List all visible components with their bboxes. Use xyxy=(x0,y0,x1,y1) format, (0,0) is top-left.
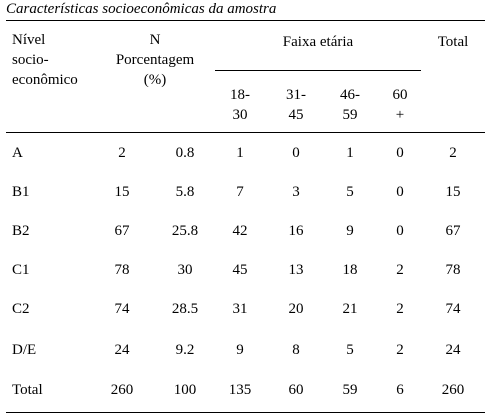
header-cell: 30 xyxy=(232,107,248,123)
header-cell: + xyxy=(395,107,405,123)
header-cell: 46- xyxy=(340,87,360,103)
table-cell: 135 xyxy=(228,382,252,398)
table-cell: 24 xyxy=(445,342,461,358)
table-cell: 0.8 xyxy=(175,145,195,161)
header-cell: 18- xyxy=(230,87,250,103)
table-cell: 5 xyxy=(346,342,354,358)
table-cell: 13 xyxy=(288,262,304,278)
table-cell: 0 xyxy=(396,145,404,161)
table-cell: 6 xyxy=(396,382,404,398)
header-cell: 60 xyxy=(392,87,408,103)
table-cell: 24 xyxy=(114,342,130,358)
table-cell: 28.5 xyxy=(171,301,199,317)
row-label: B1 xyxy=(12,184,30,200)
header-cell: (%) xyxy=(143,72,167,88)
table-cell: 8 xyxy=(292,342,300,358)
header-cell: socio- xyxy=(12,52,49,68)
table-cell: 30 xyxy=(177,262,193,278)
header-cell: 59 xyxy=(342,107,358,123)
row-label: B2 xyxy=(12,223,30,239)
table-cell: 67 xyxy=(445,223,461,239)
table-cell: 5.8 xyxy=(175,184,195,200)
table-cell: 20 xyxy=(288,301,304,317)
row-label: A xyxy=(12,145,23,161)
table-cell: 5 xyxy=(346,184,354,200)
table-cell: 9 xyxy=(346,223,354,239)
table-cell: 78 xyxy=(114,262,130,278)
table-cell: 260 xyxy=(110,382,134,398)
header-cell: Total xyxy=(437,34,469,50)
table-cell: 1 xyxy=(346,145,354,161)
table-cell: 0 xyxy=(396,223,404,239)
header-cell: Porcentagem xyxy=(115,52,195,68)
table-cell: 74 xyxy=(445,301,461,317)
table-cell: 100 xyxy=(173,382,197,398)
row-label: C1 xyxy=(12,262,30,278)
table-cell: 74 xyxy=(114,301,130,317)
table-cell: 42 xyxy=(232,223,248,239)
table-cell: 67 xyxy=(114,223,130,239)
table-title: Características socioeconômicas da amost… xyxy=(6,1,277,17)
group-rule xyxy=(215,70,421,71)
table-cell: 260 xyxy=(441,382,465,398)
table-cell: 2 xyxy=(396,301,404,317)
header-rule xyxy=(6,132,485,133)
table-cell: 2 xyxy=(449,145,457,161)
table-cell: 60 xyxy=(288,382,304,398)
table-cell: 0 xyxy=(396,184,404,200)
header-cell: 45 xyxy=(288,107,304,123)
table-cell: 1 xyxy=(236,145,244,161)
table-cell: 18 xyxy=(342,262,358,278)
row-label: D/E xyxy=(12,342,37,358)
table-cell: 9.2 xyxy=(175,342,195,358)
table-cell: 21 xyxy=(342,301,358,317)
table-cell: 2 xyxy=(396,342,404,358)
table-cell: 31 xyxy=(232,301,248,317)
row-label: C2 xyxy=(12,301,30,317)
table-cell: 2 xyxy=(396,262,404,278)
row-label: Total xyxy=(12,382,43,398)
table-cell: 78 xyxy=(445,262,461,278)
header-cell: Faixa etária xyxy=(282,34,354,50)
top-rule xyxy=(6,20,485,21)
header-cell: 31- xyxy=(286,87,306,103)
bottom-rule xyxy=(6,412,485,413)
table-cell: 45 xyxy=(232,262,248,278)
header-cell: N xyxy=(149,32,161,48)
table-cell: 25.8 xyxy=(171,223,199,239)
table-cell: 7 xyxy=(236,184,244,200)
header-cell: Nível xyxy=(12,32,46,48)
table-cell: 15 xyxy=(445,184,461,200)
header-cell: econômico xyxy=(12,72,78,88)
table-cell: 3 xyxy=(292,184,300,200)
table-cell: 9 xyxy=(236,342,244,358)
table-cell: 0 xyxy=(292,145,300,161)
table-cell: 15 xyxy=(114,184,130,200)
table-cell: 16 xyxy=(288,223,304,239)
table-cell: 59 xyxy=(342,382,358,398)
table-cell: 2 xyxy=(118,145,126,161)
